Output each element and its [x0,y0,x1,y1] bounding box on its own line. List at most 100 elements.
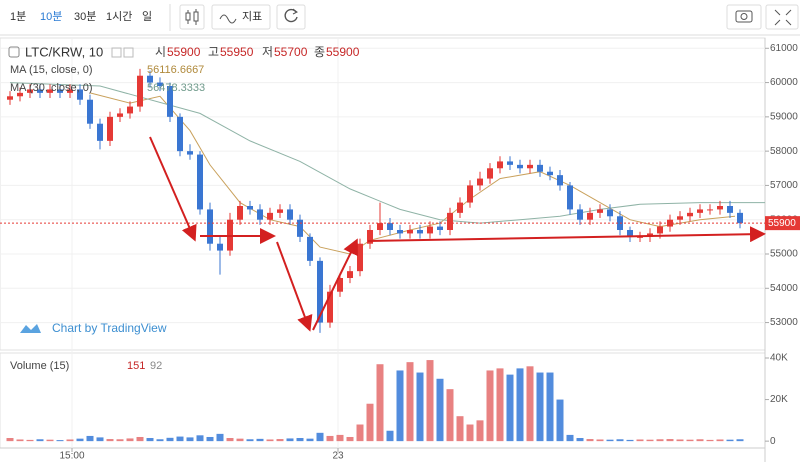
interval-button[interactable]: 일 [142,9,152,23]
volume-bar [46,439,54,442]
volume-bar [586,439,594,442]
volume-bar [496,368,504,442]
ma-legend: MA (15, close, 0) [10,64,93,76]
ma-value: 56116.6667 [147,64,204,76]
candle-body [627,230,633,237]
candle-body [447,212,453,230]
chart-style-button[interactable] [179,4,205,30]
volume-bar [16,439,24,442]
candle-body [507,161,513,165]
candle-body [17,92,23,97]
volume-bar [526,366,534,442]
ohlc-label: 종 [314,45,325,59]
candle-body [287,209,293,220]
symbol-title: LTC/KRW, 10 [25,44,103,59]
y-tick-label: 55000 [770,249,798,260]
candle-body [67,89,73,93]
candle-body [737,212,743,224]
volume-bar [506,374,514,442]
watermark-logo [20,324,41,333]
volume-bar [106,439,114,442]
snapshot-button[interactable] [726,4,762,30]
volume-bar [606,439,614,442]
candle-body [317,260,323,323]
volume-bar [276,439,284,442]
volume-bar [186,437,194,442]
volume-bar [656,439,664,442]
ohlc-value: 55950 [220,45,254,59]
volume-bar [666,439,674,442]
candle-body [427,226,433,234]
volume-bar [696,439,704,442]
volume-bar [216,433,224,442]
candle-body [557,175,563,186]
volume-bar [316,432,324,442]
candle-body [467,185,473,203]
indicators-label[interactable]: 지표 [242,10,262,23]
interval-button[interactable]: 1시간 [106,10,132,23]
interval-button[interactable]: 1분 [10,11,26,23]
ma-line [89,92,736,255]
volume-bar [376,364,384,442]
candle-body [707,209,713,211]
interval-button[interactable]: 30분 [74,11,96,23]
candle-body [7,96,13,100]
refresh-button[interactable] [276,4,306,30]
last-price-box [765,216,800,231]
candle-body [187,151,193,155]
ohlc-value: 55900 [326,45,360,59]
volume-bar [56,440,64,442]
candle-body [197,154,203,210]
candle-body [677,216,683,220]
ohlc-value: 55700 [274,45,308,59]
volume-bar [476,420,484,442]
candle-body [297,219,303,237]
candle-body [497,161,503,169]
indicators-button[interactable]: 지표 [211,4,271,30]
y-tick-label: 53000 [770,317,798,328]
candle-body [257,209,263,220]
candle-body [567,185,573,210]
candle-body [117,113,123,117]
ohlc-label: 고 [208,45,219,59]
candle-body [267,212,273,220]
candle-body [437,226,443,230]
volume-bar [256,438,264,442]
volume-bar [396,370,404,442]
candle-body [27,89,33,93]
volume-bar [466,424,474,442]
volume-bar [446,389,454,442]
watermark: Chart by TradingView [52,321,167,335]
last-price-label: 55900 [768,218,796,229]
fullscreen-button[interactable] [765,4,799,30]
y-tick-label: 57000 [770,180,798,191]
candle-body [137,75,143,107]
interval-button[interactable]: 10분 [40,11,62,23]
y-tick-label: 59000 [770,111,798,122]
candle-body [577,209,583,220]
candle-body [697,209,703,213]
volume-bar [26,439,34,442]
volume-bar [516,368,524,442]
candle-body [87,99,93,124]
volume-bar [636,439,644,442]
volume-bar [86,435,94,442]
volume-bar [166,437,174,442]
volume-bar [206,436,214,442]
candle-body [177,116,183,152]
candle-body [327,291,333,323]
y-tick-label: 20K [770,394,788,405]
candle-body [127,106,133,114]
candle-body [337,278,343,292]
symbol-icon [8,46,20,58]
candle-body [517,164,523,169]
volume-bar [196,435,204,442]
volume-bar [366,403,374,442]
candle-body [387,223,393,230]
volume-bar [146,438,154,442]
volume-bar [126,438,134,442]
candle-body [237,206,243,220]
volume-bar [616,439,624,442]
volume-bar [336,434,344,442]
candle-body [147,75,153,83]
